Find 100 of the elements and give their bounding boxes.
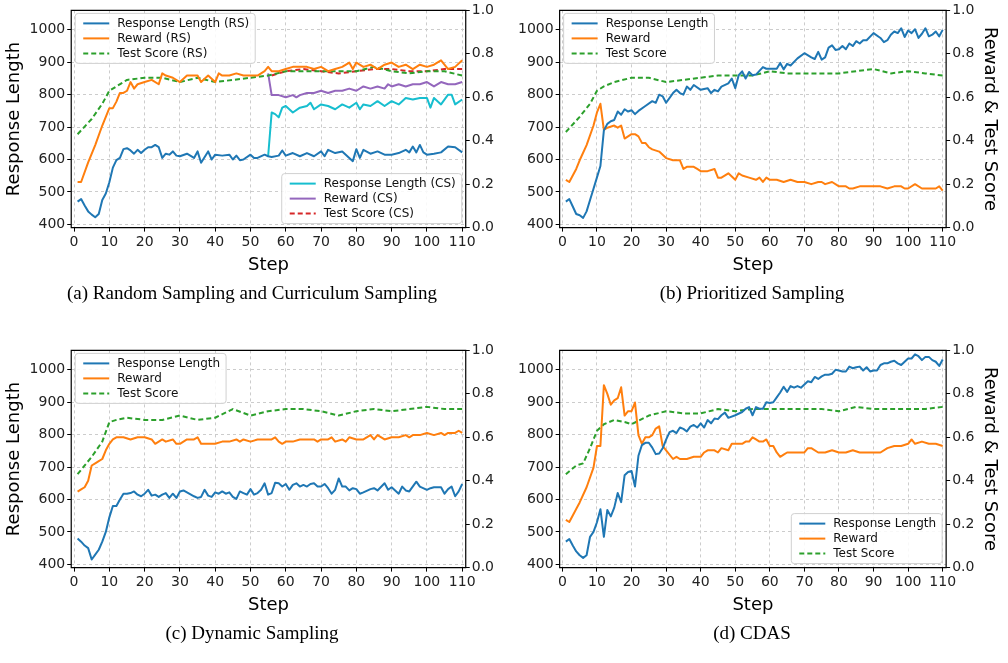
x-tick-label: 110: [929, 232, 957, 249]
x-tick-label: 20: [135, 572, 154, 589]
y2-tick-label: 0.6: [952, 427, 975, 444]
line-series: [76, 65, 464, 136]
x-tick-label: 0: [557, 572, 567, 589]
x-tick-label: 30: [657, 572, 676, 589]
x-tick-label: 100: [413, 232, 441, 249]
x-tick-label: 10: [100, 572, 119, 589]
x-tick-label: 50: [726, 572, 745, 589]
y-tick-label: 500: [526, 522, 554, 539]
y-tick-label: 800: [526, 85, 554, 102]
y-tick-label: 500: [526, 182, 554, 199]
y2-tick-label: 0.4: [952, 471, 975, 488]
y-tick-label: 500: [38, 522, 66, 539]
x-tick-label: 60: [760, 232, 779, 249]
legend-label: Response Length: [833, 515, 937, 530]
y2-tick-label: 0.0: [952, 218, 975, 235]
x-tick-label: 20: [622, 232, 641, 249]
y2-tick-label: 0.4: [952, 131, 975, 148]
y2-tick-label: 0.6: [952, 87, 975, 104]
y2-tick-label: 0.6: [471, 427, 495, 444]
x-tick-label: 40: [691, 232, 710, 249]
line-series: [564, 68, 944, 134]
x-tick-label: 40: [206, 572, 225, 589]
y-tick-label: 1000: [517, 20, 554, 37]
y-axis-title: Response Length: [2, 41, 24, 197]
x-tick-label: 30: [171, 572, 189, 589]
x-tick-label: 90: [864, 572, 883, 589]
x-tick-label: 30: [171, 232, 189, 249]
x-tick-label: 50: [241, 572, 260, 589]
x-tick-label: 60: [276, 572, 295, 589]
text: (d) CDAS: [712, 622, 792, 644]
y2-axis-title: Reward & Test Score: [980, 366, 1002, 552]
y2-tick-label: 0.6: [471, 87, 495, 104]
x-tick-label: 0: [557, 232, 567, 249]
x-tick-label: 50: [241, 232, 260, 249]
legend-label: Reward: [605, 30, 651, 45]
legend-label: Reward: [833, 530, 878, 545]
x-tick-label: 70: [312, 232, 330, 249]
y-tick-label: 900: [526, 52, 554, 69]
y-tick-label: 900: [38, 52, 66, 69]
x-tick-label: 60: [276, 232, 295, 249]
x-axis-title: Step: [247, 592, 289, 614]
x-tick-label: 110: [929, 572, 957, 589]
x-tick-label: 70: [312, 572, 330, 589]
x-tick-label: 20: [622, 572, 641, 589]
x-tick-label: 100: [894, 232, 922, 249]
legend-label: Response Length (CS): [323, 175, 456, 190]
y2-tick-label: 0.2: [471, 514, 494, 531]
y2-tick-label: 0.8: [952, 44, 975, 61]
y2-tick-label: 0.8: [952, 384, 975, 401]
x-tick-label: 0: [69, 232, 79, 249]
x-tick-label: 60: [760, 572, 779, 589]
x-tick-label: 80: [347, 232, 366, 249]
legend-label: Response Length (RS): [117, 15, 250, 30]
y-axis-title: Response Length: [2, 381, 24, 537]
x-tick-label: 90: [864, 232, 883, 249]
y-tick-label: 700: [38, 457, 66, 474]
legend-label: Reward (RS): [117, 30, 192, 45]
x-tick-label: 50: [726, 232, 745, 249]
y2-tick-label: 0.2: [471, 174, 494, 191]
x-tick-label: 70: [795, 232, 814, 249]
y-tick-label: 1000: [517, 360, 554, 377]
x-axis-title: Step: [732, 592, 774, 614]
y-tick-label: 600: [526, 490, 554, 507]
x-tick-label: 40: [206, 232, 225, 249]
y2-tick-label: 1.0: [471, 1, 494, 18]
y-tick-label: 800: [38, 85, 66, 102]
legend-label: Test Score: [604, 45, 667, 60]
y2-axis-title: Reward & Test Score: [980, 26, 1002, 212]
x-tick-label: 10: [588, 232, 606, 249]
line-series: [564, 405, 944, 476]
legend-label: Response Length: [117, 355, 221, 370]
x-tick-label: 90: [382, 572, 401, 589]
y-tick-label: 500: [38, 182, 66, 199]
x-tick-label: 20: [135, 232, 154, 249]
y2-tick-label: 1.0: [471, 341, 494, 358]
x-tick-label: 80: [830, 232, 848, 249]
x-tick-label: 100: [413, 572, 441, 589]
legend-label: Response Length: [605, 15, 709, 30]
y2-tick-label: 0.0: [952, 558, 975, 575]
x-tick-label: 10: [588, 572, 606, 589]
y2-tick-label: 1.0: [952, 1, 975, 18]
y2-tick-label: 0.0: [471, 558, 494, 575]
text: (b) Prioritized Sampling: [658, 282, 846, 304]
y-tick-label: 400: [526, 215, 554, 231]
x-tick-label: 10: [100, 232, 119, 249]
y-tick-label: 400: [526, 555, 554, 571]
x-axis-title: Step: [247, 252, 289, 274]
x-tick-label: 0: [69, 572, 79, 589]
y2-tick-label: 0.2: [952, 174, 975, 191]
y-tick-label: 900: [38, 392, 66, 409]
y2-tick-label: 0.4: [471, 471, 495, 488]
legend-label: Test Score: [832, 545, 895, 560]
y2-tick-label: 0.0: [471, 218, 494, 235]
legend-label: Test Score (CS): [322, 205, 414, 220]
x-tick-label: 110: [448, 232, 476, 249]
line-series: [76, 405, 464, 476]
legend-label: Reward: [117, 370, 162, 385]
y-tick-label: 900: [526, 392, 554, 409]
